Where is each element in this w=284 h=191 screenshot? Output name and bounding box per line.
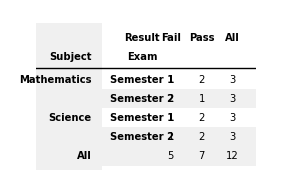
Text: Semester 1: Semester 1 xyxy=(110,113,174,123)
Bar xyxy=(102,146,256,166)
Text: 1: 1 xyxy=(168,132,174,142)
Text: Result: Result xyxy=(124,33,160,43)
Text: 7: 7 xyxy=(199,151,205,161)
Text: Exam: Exam xyxy=(127,53,158,62)
Text: 12: 12 xyxy=(226,151,239,161)
Text: Science: Science xyxy=(49,113,92,123)
Text: 3: 3 xyxy=(229,113,236,123)
Text: 1: 1 xyxy=(168,74,174,85)
Text: Pass: Pass xyxy=(189,33,214,43)
Text: 3: 3 xyxy=(229,74,236,85)
Text: 2: 2 xyxy=(168,94,174,104)
Text: 2: 2 xyxy=(199,74,205,85)
Text: Subject: Subject xyxy=(49,53,92,62)
Text: 3: 3 xyxy=(229,94,236,104)
Text: 2: 2 xyxy=(199,132,205,142)
Text: 3: 3 xyxy=(229,132,236,142)
Bar xyxy=(102,127,256,146)
Text: All: All xyxy=(225,33,240,43)
Text: Semester 2: Semester 2 xyxy=(110,132,174,142)
Text: 1: 1 xyxy=(168,113,174,123)
Text: 5: 5 xyxy=(168,151,174,161)
Text: Semester 1: Semester 1 xyxy=(110,74,174,85)
Text: Fail: Fail xyxy=(161,33,181,43)
Bar xyxy=(102,70,256,89)
Bar xyxy=(102,89,256,108)
Text: Mathematics: Mathematics xyxy=(19,74,92,85)
Text: All: All xyxy=(77,151,92,161)
Text: 2: 2 xyxy=(199,113,205,123)
Text: Semester 2: Semester 2 xyxy=(110,94,174,104)
Bar xyxy=(102,108,256,127)
Text: 1: 1 xyxy=(199,94,205,104)
Bar xyxy=(36,23,102,170)
